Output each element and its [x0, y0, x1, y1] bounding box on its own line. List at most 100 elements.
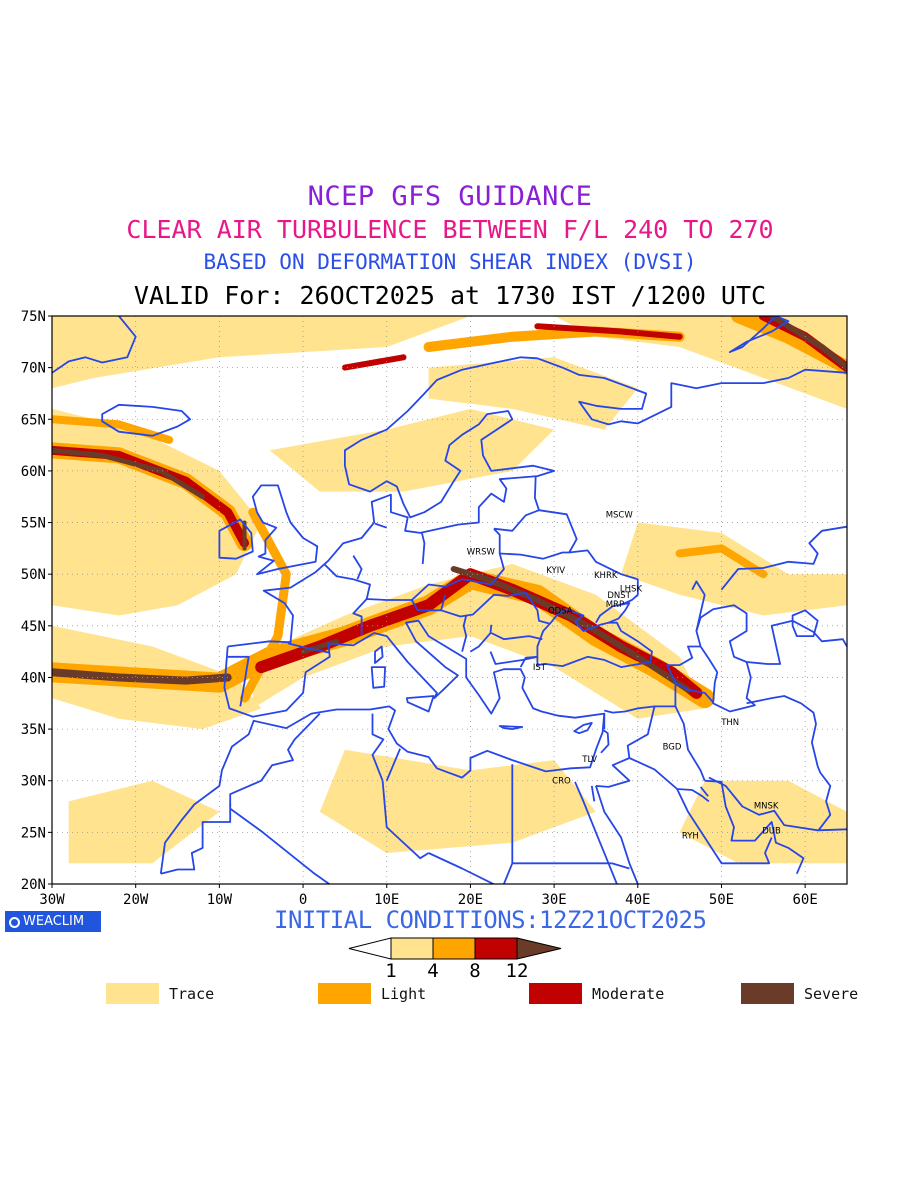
border — [229, 712, 321, 807]
lat-label: 30N — [21, 774, 46, 790]
border — [489, 651, 538, 665]
station-label-khrk: KHRK — [594, 571, 618, 581]
station-label-kyiv: KYIV — [546, 566, 565, 576]
border — [595, 706, 656, 788]
lon-label: 60E — [793, 892, 818, 908]
border — [381, 780, 430, 860]
station-label-ist: IST — [533, 663, 547, 673]
light-band — [52, 415, 174, 444]
title-line-4-valid-time: VALID For: 26OCT2025 at 1730 IST /1200 U… — [133, 281, 767, 310]
border — [600, 729, 610, 754]
border — [365, 528, 505, 601]
station-label-ryh: RYH — [682, 831, 699, 841]
station-label-dnst: DNST — [607, 591, 631, 601]
lat-label: 70N — [21, 361, 46, 377]
legend-swatch-trace — [106, 983, 159, 1004]
moderate-band — [534, 323, 683, 340]
coastline-sicily — [405, 695, 435, 713]
border — [519, 655, 538, 668]
coastline-aqaba — [590, 785, 596, 802]
lon-label: 10W — [207, 892, 233, 908]
legend-label-moderate: Moderate — [592, 985, 665, 1003]
border — [374, 522, 387, 529]
lat-label: 65N — [21, 412, 46, 428]
border — [629, 757, 710, 803]
border — [746, 619, 847, 665]
border — [287, 642, 330, 654]
severe-band — [52, 447, 206, 500]
map-frame — [51, 315, 848, 885]
station-label-mnsk: MNSK — [754, 802, 779, 812]
coastline-caspian — [695, 604, 756, 713]
lon-label: 30E — [541, 892, 566, 908]
weaclim-badge: WEACLIM — [5, 911, 101, 932]
lat-label: 40N — [21, 670, 46, 686]
legend-swatch-light — [318, 983, 371, 1004]
legend-swatch-moderate — [529, 983, 582, 1004]
initial-conditions: INITIAL CONDITIONS:12Z21OCT2025 — [274, 906, 707, 934]
colorbar-under-arrow — [348, 937, 392, 960]
lon-label: 20E — [458, 892, 483, 908]
border — [674, 706, 706, 782]
coastline-novaya-zemlya — [728, 316, 790, 354]
title-line-1: NCEP GFS GUIDANCE — [307, 181, 593, 212]
legend-swatch-severe — [741, 983, 794, 1004]
legend-label-light: Light — [381, 985, 427, 1003]
station-label-lhsk: LHSK — [620, 585, 643, 595]
coastline-mediterranean-north — [223, 619, 606, 730]
coastline-iceland — [101, 403, 192, 437]
border — [720, 525, 847, 591]
border — [323, 563, 371, 637]
border — [160, 804, 232, 875]
lon-label: 10E — [374, 892, 399, 908]
legend-label-severe: Severe — [804, 985, 859, 1003]
turbulence-field-layer — [52, 316, 847, 864]
trace-area — [68, 780, 220, 864]
coastline-europe-north — [227, 356, 847, 648]
lat-label: 50N — [21, 567, 46, 583]
coastline-azov — [595, 602, 631, 624]
colorbar-segment — [432, 937, 476, 960]
station-label-bgd: BGD — [663, 743, 682, 753]
border — [229, 807, 331, 884]
border — [674, 681, 714, 703]
border — [699, 786, 709, 797]
station-label-wrsw: WRSW — [467, 547, 496, 557]
colorbar-segment — [390, 937, 434, 960]
severe-band — [768, 316, 847, 371]
lat-label: 45N — [21, 619, 46, 635]
lon-label: 20W — [123, 892, 149, 908]
border — [385, 748, 401, 782]
coastline-corsica — [374, 645, 384, 664]
lat-label: 35N — [21, 722, 46, 738]
colorbar-segment — [474, 937, 518, 960]
coastline-cyprus — [573, 722, 593, 735]
colorbar-tick-label: 1 — [385, 960, 396, 982]
lon-label: 30W — [39, 892, 65, 908]
border — [538, 509, 578, 553]
coastline-sardinia — [370, 666, 387, 689]
trace-area — [269, 408, 555, 492]
coastline-great-britain — [251, 484, 319, 576]
border — [493, 476, 540, 532]
coastline-iran-south — [708, 776, 847, 832]
weaclim-logo-icon — [9, 917, 20, 928]
light-band — [675, 544, 768, 579]
border — [676, 788, 739, 865]
station-label-thn: THN — [720, 718, 739, 728]
legend-label-trace: Trace — [169, 985, 215, 1003]
station-label-cro: CRO — [552, 777, 571, 787]
trace-area — [554, 316, 847, 409]
station-label-tlv: TLV — [581, 755, 597, 765]
border — [440, 594, 447, 611]
lat-label: 75N — [21, 309, 46, 325]
lat-label: 25N — [21, 825, 46, 841]
coastline-arabia-gulf — [704, 779, 805, 875]
coastline-red-sea-west — [574, 781, 618, 884]
border — [469, 624, 493, 653]
lat-label: 55N — [21, 516, 46, 532]
lat-label: 20N — [21, 877, 46, 893]
trace-area — [252, 563, 705, 719]
border — [738, 837, 773, 865]
